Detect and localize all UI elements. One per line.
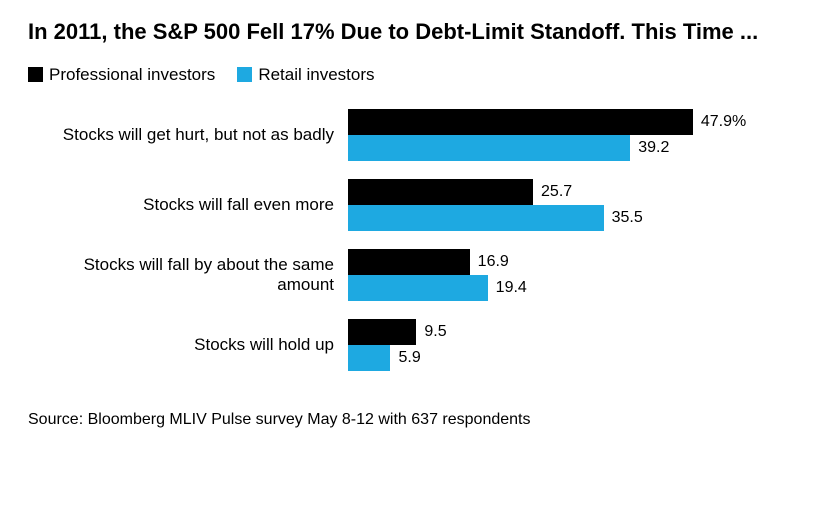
- bar-value: 25.7: [541, 183, 572, 201]
- bar-professional: [348, 319, 416, 345]
- bar-value: 47.9%: [701, 113, 746, 131]
- bar-wrap: 19.4: [348, 275, 794, 301]
- bar-wrap: 25.7: [348, 179, 794, 205]
- legend-swatch-retail: [237, 67, 252, 82]
- chart-row: Stocks will fall even more 25.7 35.5: [28, 179, 794, 231]
- chart-title: In 2011, the S&P 500 Fell 17% Due to Deb…: [28, 18, 794, 47]
- legend-item-retail: Retail investors: [237, 65, 374, 85]
- bar-wrap: 39.2: [348, 135, 794, 161]
- chart-row: Stocks will hold up 9.5 5.9: [28, 319, 794, 371]
- bar-value: 39.2: [638, 139, 669, 157]
- bar-retail: [348, 135, 630, 161]
- bar-retail: [348, 205, 604, 231]
- category-label: Stocks will fall by about the same amoun…: [28, 255, 348, 295]
- bar-value: 16.9: [478, 253, 509, 271]
- bar-group: 47.9% 39.2: [348, 109, 794, 161]
- bar-retail: [348, 275, 488, 301]
- bar-wrap: 47.9%: [348, 109, 794, 135]
- legend: Professional investors Retail investors: [28, 65, 794, 85]
- legend-label-professional: Professional investors: [49, 65, 215, 85]
- bar-retail: [348, 345, 390, 371]
- source-text: Source: Bloomberg MLIV Pulse survey May …: [28, 411, 794, 429]
- category-label: Stocks will get hurt, but not as badly: [28, 125, 348, 145]
- bar-professional: [348, 179, 533, 205]
- bar-professional: [348, 249, 470, 275]
- legend-label-retail: Retail investors: [258, 65, 374, 85]
- bar-professional: [348, 109, 693, 135]
- bar-value: 9.5: [424, 323, 446, 341]
- bar-group: 9.5 5.9: [348, 319, 794, 371]
- bar-wrap: 35.5: [348, 205, 794, 231]
- bar-group: 16.9 19.4: [348, 249, 794, 301]
- chart-row: Stocks will fall by about the same amoun…: [28, 249, 794, 301]
- legend-item-professional: Professional investors: [28, 65, 215, 85]
- bar-group: 25.7 35.5: [348, 179, 794, 231]
- legend-swatch-professional: [28, 67, 43, 82]
- bar-wrap: 9.5: [348, 319, 794, 345]
- bar-wrap: 16.9: [348, 249, 794, 275]
- bar-value: 35.5: [612, 209, 643, 227]
- chart-row: Stocks will get hurt, but not as badly 4…: [28, 109, 794, 161]
- bar-value: 5.9: [398, 349, 420, 367]
- category-label: Stocks will fall even more: [28, 195, 348, 215]
- bar-chart: Stocks will get hurt, but not as badly 4…: [28, 109, 794, 371]
- bar-wrap: 5.9: [348, 345, 794, 371]
- bar-value: 19.4: [496, 279, 527, 297]
- category-label: Stocks will hold up: [28, 335, 348, 355]
